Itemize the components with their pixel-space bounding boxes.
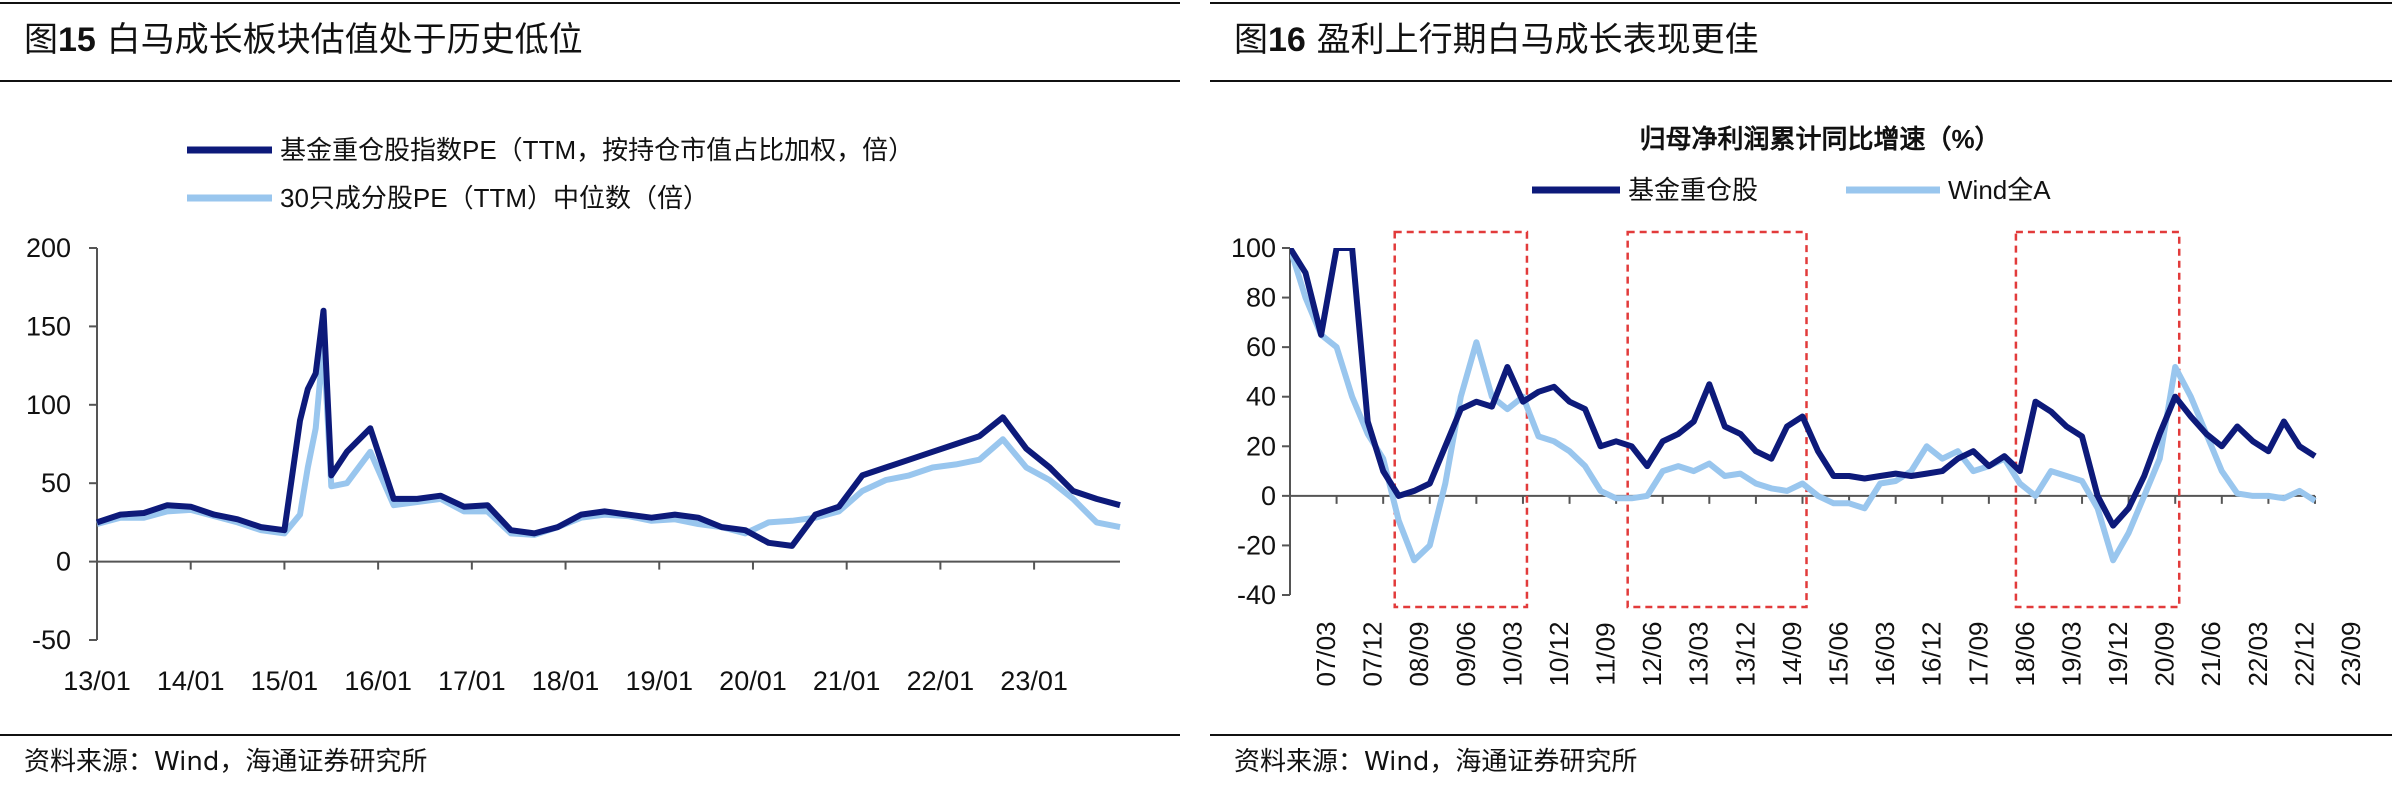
x-tick-label: 23/01: [1000, 666, 1068, 696]
y-tick-label: 20: [1246, 431, 1276, 461]
x-tick-label: 17/01: [438, 666, 506, 696]
x-tick-label: 10/12: [1544, 621, 1574, 686]
figure-title-text: 白马成长板块估值处于历史低位: [106, 20, 583, 60]
legend-label: Wind全A: [1948, 175, 2051, 205]
x-tick-label: 08/09: [1404, 621, 1434, 686]
figure-number: 16: [1268, 21, 1306, 59]
figure-title: 图16 盈利上行期白马成长表现更佳: [1234, 18, 1759, 62]
axes: 200 150 100 50 0 -50 13/01 14/01 15/01 16/01 17/01…: [26, 233, 1120, 696]
legend-label: 基金重仓股: [1628, 175, 1758, 205]
x-tick-label: 07/12: [1358, 621, 1388, 686]
legend-label: 基金重仓股指数PE（TTM，按持仓市值占比加权，倍）: [280, 135, 914, 165]
series-line: [1290, 248, 2317, 564]
profit-growth-line-chart: 归母净利润累计同比增速（%） 基金重仓股 Wind全A 100 80 60 40 20 0 -20…: [1231, 124, 2366, 687]
y-tick-label: 80: [1246, 283, 1276, 313]
x-tick-label: 13/01: [63, 666, 131, 696]
bottom-rule: [1210, 734, 2392, 736]
title-rule: [1210, 80, 2392, 82]
x-tick-label: 20/01: [719, 666, 787, 696]
figure-label: 图: [24, 20, 58, 60]
x-tick-label: 19/03: [2056, 621, 2086, 686]
x-tick-label: 21/01: [813, 666, 881, 696]
x-tick-label: 19/01: [625, 666, 693, 696]
figure-title: 图15 白马成长板块估值处于历史低位: [24, 18, 583, 62]
y-tick-label: 200: [26, 233, 71, 263]
highlight-box: [2014, 230, 2181, 609]
top-rule: [1210, 2, 2392, 4]
figure-15-panel: 图15 白马成长板块估值处于历史低位 200 150 100 50 0 -50 13/01 1…: [0, 0, 1180, 790]
x-tick-label: 22/03: [2243, 621, 2273, 686]
axes: 100 80 60 40 20 0 -20 -40 07/03 07/12 08/09 09/06 10…: [1231, 233, 2366, 687]
y-tick-label: 0: [1261, 481, 1276, 511]
x-tick-label: 13/12: [1730, 621, 1760, 686]
series-line: [96, 307, 1121, 549]
chart-title: 归母净利润累计同比增速（%）: [1639, 124, 2000, 154]
highlight-box: [1626, 230, 1808, 609]
x-tick-label: 14/01: [157, 666, 225, 696]
x-tick-label: 13/03: [1684, 621, 1714, 686]
x-tick-label: 16/03: [1870, 621, 1900, 686]
pe-line-chart: 200 150 100 50 0 -50 13/01 14/01 15/01 16/01 17/01…: [26, 135, 1121, 696]
y-tick-label: 40: [1246, 382, 1276, 412]
x-tick-label: 16/01: [344, 666, 412, 696]
figure-label: 图: [1234, 20, 1268, 60]
figure-title-text: 盈利上行期白马成长表现更佳: [1316, 20, 1759, 60]
y-tick-label: -40: [1237, 580, 1276, 610]
x-tick-label: 17/09: [1963, 621, 1993, 686]
series-line: [1290, 248, 2317, 529]
x-tick-label: 09/06: [1451, 621, 1481, 686]
y-tick-label: 100: [26, 390, 71, 420]
x-tick-label: 15/01: [251, 666, 319, 696]
y-tick-label: 50: [41, 468, 71, 498]
source-note: 资料来源：Wind，海通证券研究所: [24, 747, 428, 777]
legend: 基金重仓股 Wind全A: [1532, 175, 2051, 205]
legend-label: 30只成分股PE（TTM）中位数（倍）: [280, 183, 709, 213]
y-tick-label: 60: [1246, 332, 1276, 362]
top-rule: [0, 2, 1180, 4]
x-tick-label: 18/06: [2010, 621, 2040, 686]
x-tick-label: 15/06: [1824, 621, 1854, 686]
x-tick-label: 20/09: [2150, 621, 2180, 686]
title-rule: [0, 80, 1180, 82]
bottom-rule: [0, 734, 1180, 736]
x-tick-label: 23/09: [2336, 621, 2366, 686]
y-tick-label: 100: [1231, 233, 1276, 263]
x-tick-label: 22/01: [907, 666, 975, 696]
y-tick-label: 0: [56, 547, 71, 577]
x-tick-label: 18/01: [532, 666, 600, 696]
y-tick-label: -20: [1237, 530, 1276, 560]
x-tick-label: 16/12: [1917, 621, 1947, 686]
x-tick-label: 11/09: [1591, 622, 1621, 685]
x-tick-label: 21/06: [2196, 621, 2226, 686]
legend: 基金重仓股指数PE（TTM，按持仓市值占比加权，倍） 30只成分股PE（TTM）中…: [187, 135, 914, 213]
x-tick-label: 19/12: [2103, 621, 2133, 686]
figure-16-panel: 图16 盈利上行期白马成长表现更佳 归母净利润累计同比增速（%） 基金重仓股 Win…: [1210, 0, 2392, 790]
x-tick-label: 22/12: [2289, 621, 2319, 686]
x-tick-label: 14/09: [1777, 621, 1807, 686]
source-note: 资料来源：Wind，海通证券研究所: [1234, 747, 1638, 777]
x-tick-label: 10/03: [1497, 621, 1527, 686]
x-tick-label: 07/03: [1311, 621, 1341, 686]
figure-number: 15: [58, 21, 96, 59]
highlight-box: [1393, 230, 1529, 609]
x-tick-label: 12/06: [1637, 621, 1667, 686]
y-tick-label: 150: [26, 311, 71, 341]
y-tick-label: -50: [32, 625, 71, 655]
